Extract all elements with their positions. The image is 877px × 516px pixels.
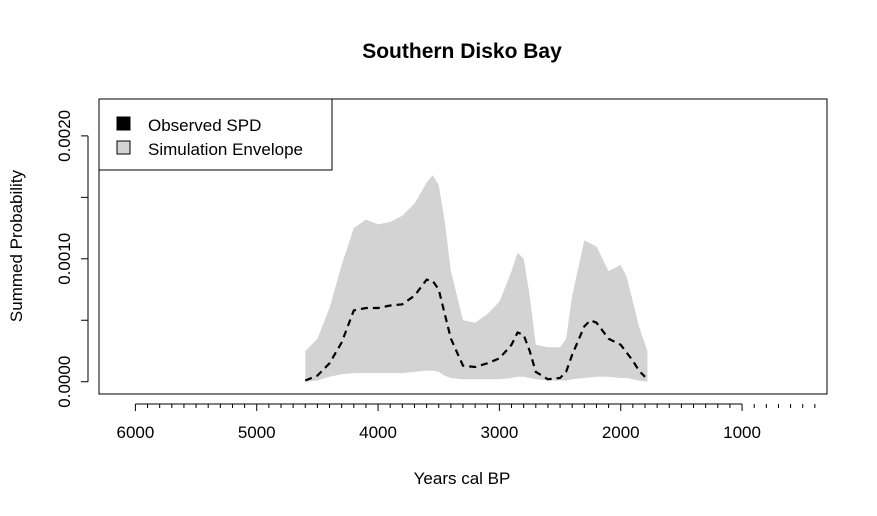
- legend-swatch-observed: [116, 116, 131, 131]
- simulation-envelope-band: [305, 175, 648, 382]
- observed-spd-line: [304, 278, 646, 382]
- y-tick-label: 0.0000: [55, 356, 74, 408]
- y-tick-label: 0.0010: [55, 233, 74, 285]
- x-axis-label: Years cal BP: [414, 469, 511, 488]
- legend-swatch-envelope: [116, 140, 131, 155]
- plot-area: [98, 98, 828, 395]
- legend-label-envelope: Simulation Envelope: [148, 140, 303, 159]
- x-tick-label: 1000: [723, 423, 761, 442]
- x-axis: 6000 5000 4000 3000 2000 1000: [116, 403, 816, 442]
- legend-label-observed: Observed SPD: [148, 116, 261, 135]
- legend: Observed SPD Simulation Envelope: [98, 98, 333, 171]
- y-tick-label: 0.0020: [55, 110, 74, 162]
- y-axis-label: Summed Probability: [7, 169, 26, 322]
- x-tick-label: 5000: [238, 423, 276, 442]
- x-tick-label: 4000: [359, 423, 397, 442]
- legend-box: [98, 98, 333, 171]
- y-axis: 0.0000 0.0010 0.0020: [55, 110, 89, 408]
- x-tick-label: 2000: [602, 423, 640, 442]
- plot-frame: [98, 98, 828, 395]
- x-tick-label: 6000: [116, 423, 154, 442]
- chart-title: Southern Disko Bay: [362, 40, 562, 63]
- x-tick-label: 3000: [480, 423, 518, 442]
